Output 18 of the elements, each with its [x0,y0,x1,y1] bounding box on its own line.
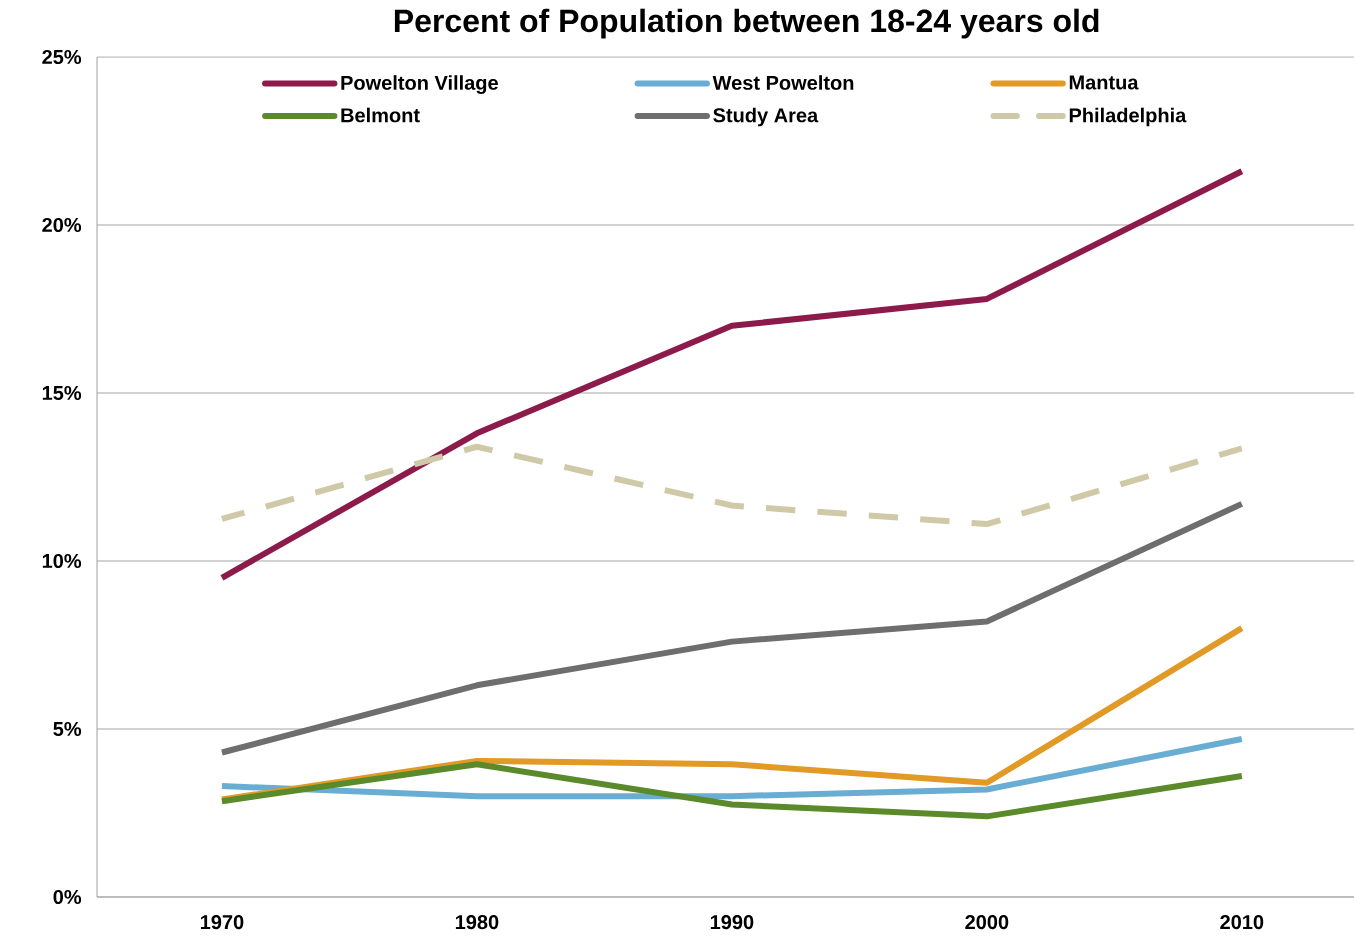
legend-label: Belmont [341,107,420,123]
y-tick-label: 25% [42,49,82,65]
y-tick-label: 0% [53,889,82,905]
legend-label: Philadelphia [1069,107,1187,127]
y-tick-label: 20% [42,217,82,233]
y-tick-label: 15% [42,385,82,401]
x-tick-label: 2000 [965,915,1009,930]
legend-label: Mantua [1069,75,1139,90]
y-tick-label: 10% [42,553,82,569]
legend-label: West Powelton [712,75,854,90]
legend-label: Study Area [713,107,819,127]
x-tick-label: 1970 [200,915,244,930]
x-tick-label: 1990 [710,915,754,930]
x-tick-label: 1980 [455,915,499,930]
legend-label: Powelton Village [341,75,498,94]
chart-title: Percent of Population between 18-24 years old [394,8,1099,39]
y-tick-label: 5% [53,721,82,737]
x-tick-label: 2010 [1220,915,1264,930]
